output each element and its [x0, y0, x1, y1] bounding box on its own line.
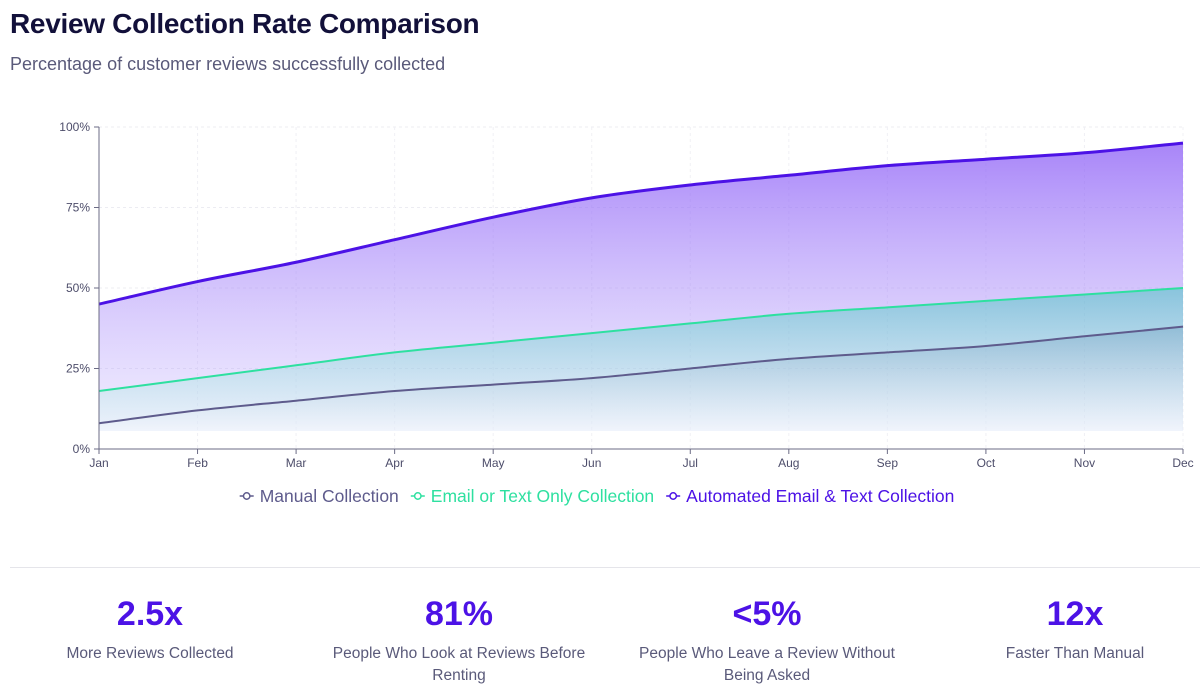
legend-label: Manual Collection — [260, 486, 399, 506]
series-line-1 — [98, 287, 1184, 393]
y-tick-label: 50% — [66, 281, 90, 295]
stat-leave-review: <5% People Who Leave a Review Without Be… — [617, 593, 917, 687]
legend-label: Email or Text Only Collection — [431, 486, 654, 506]
section-divider — [10, 567, 1200, 568]
x-tick-label: Apr — [385, 456, 404, 470]
stat-label: People Who Leave a Review Without Being … — [639, 645, 895, 684]
stats-row: 2.5x More Reviews Collected 81% People W… — [0, 593, 1200, 693]
stat-faster: 12x Faster Than Manual — [925, 593, 1200, 665]
stat-value: 12x — [1046, 595, 1104, 633]
area-fills — [99, 143, 1183, 431]
x-tick-label: Dec — [1172, 456, 1193, 470]
y-tick-label: 25% — [66, 362, 90, 376]
stat-value: 2.5x — [116, 595, 184, 633]
stat-more-reviews: 2.5x More Reviews Collected — [0, 593, 300, 665]
y-tick-label: 0% — [73, 442, 91, 456]
x-tick-label: Jul — [683, 456, 698, 470]
legend-marker-dot — [669, 492, 678, 500]
legend-item-2[interactable]: Automated Email & Text Collection — [666, 486, 954, 506]
x-tick-label: Jun — [582, 456, 601, 470]
series-line-0 — [98, 325, 1184, 425]
axes: 0% 25% 50% 75% 100% Jan Feb Mar Apr May Jun Jul Aug S… — [59, 120, 1193, 470]
stat-label: Faster Than Manual — [1005, 645, 1145, 662]
y-tick-label: 75% — [66, 201, 90, 215]
stat-value: <5% — [732, 595, 802, 633]
x-tick-label: Jan — [89, 456, 108, 470]
x-tick-label: Sep — [877, 456, 899, 470]
series-lines — [98, 141, 1184, 425]
area-fill-series-0 — [99, 326, 1183, 431]
legend-marker-dot — [413, 492, 422, 500]
legend-marker-dot — [242, 492, 251, 500]
series-line-2 — [98, 141, 1184, 306]
x-tick-label: Nov — [1074, 456, 1095, 470]
chart-subtitle: Percentage of customer reviews successfu… — [10, 54, 446, 74]
legend-item-1[interactable]: Email or Text Only Collection — [410, 486, 654, 506]
stat-label: People Who Look at Reviews Before Rentin… — [332, 645, 586, 684]
y-tick-label: 100% — [59, 120, 90, 134]
x-tick-label: May — [482, 456, 505, 470]
x-tick-label: Aug — [778, 456, 799, 470]
x-tick-label: Feb — [187, 456, 208, 470]
area-chart: 0% 25% 50% 75% 100% Jan Feb Mar Apr May Jun Jul Aug S… — [59, 120, 1193, 506]
legend-label: Automated Email & Text Collection — [686, 486, 954, 506]
stat-label: More Reviews Collected — [66, 645, 234, 662]
x-tick-label: Oct — [977, 456, 996, 470]
legend: Manual Collection Email or Text Only Coll… — [239, 486, 954, 506]
x-tick-label: Mar — [286, 456, 307, 470]
legend-item-0[interactable]: Manual Collection — [239, 486, 399, 506]
stat-value: 81% — [424, 595, 494, 633]
stat-look-at-reviews: 81% People Who Look at Reviews Before Re… — [309, 593, 609, 687]
chart-title: Review Collection Rate Comparison — [10, 8, 480, 39]
